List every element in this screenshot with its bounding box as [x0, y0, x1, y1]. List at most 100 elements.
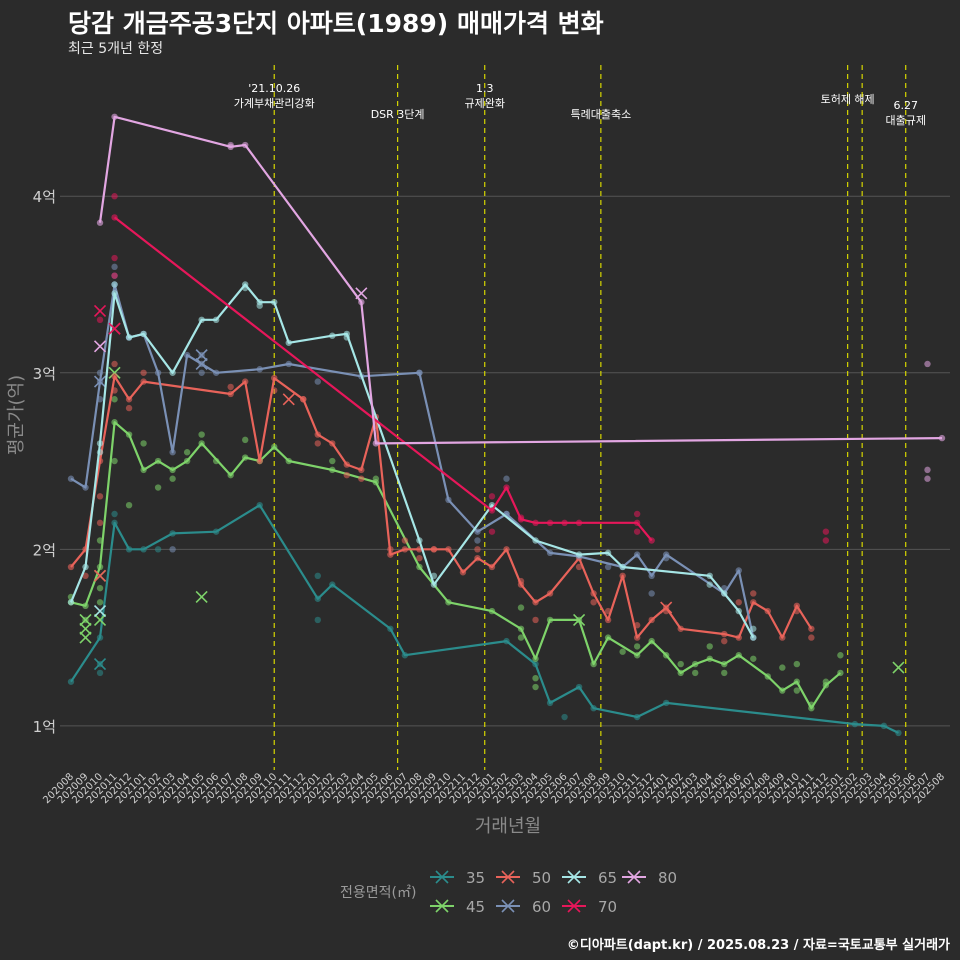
- cross-mark: [93, 605, 107, 618]
- data-point: [140, 440, 147, 447]
- legend-key-cross: [567, 899, 581, 913]
- data-point: [140, 369, 147, 376]
- legend-item-80: 80: [622, 869, 677, 887]
- data-point: [416, 554, 423, 562]
- series-line: [70, 421, 842, 710]
- event-label: 특례대출축소: [570, 108, 631, 121]
- data-point: [96, 669, 104, 677]
- cross-mark: [93, 340, 107, 353]
- data-point: [517, 604, 525, 611]
- data-point: [96, 316, 104, 324]
- chart-title: 당감 개금주공3단지 아파트(1989) 매매가격 변화: [68, 9, 604, 38]
- cross-mark: [108, 366, 121, 379]
- cross-mark: [195, 590, 208, 604]
- legend-label: 45: [466, 898, 485, 916]
- legend-item-70: 70: [562, 898, 617, 916]
- data-point: [111, 281, 118, 288]
- legend-key-cross: [567, 870, 581, 884]
- event-label: 규제완화: [464, 97, 504, 110]
- data-point: [633, 528, 641, 535]
- legend-key-cross: [435, 899, 449, 913]
- cross-mark: [195, 349, 208, 362]
- data-point: [96, 493, 104, 500]
- data-point: [227, 383, 234, 391]
- data-point: [125, 404, 133, 412]
- data-point: [96, 584, 104, 592]
- y-tick-label: 2억: [33, 541, 56, 559]
- cross-mark: [195, 357, 208, 371]
- data-point: [183, 449, 191, 456]
- data-point: [779, 664, 786, 671]
- legend-item-35: 35: [430, 869, 485, 887]
- legend-item-65: 65: [562, 869, 617, 887]
- event-label: DSR 3단계: [371, 108, 425, 121]
- data-point: [488, 493, 496, 500]
- cross-mark: [573, 613, 586, 627]
- data-point: [706, 643, 713, 650]
- grid-layer: [60, 195, 950, 727]
- series-line: [70, 504, 899, 734]
- data-point: [474, 537, 481, 544]
- data-point: [96, 599, 104, 606]
- data-point: [721, 669, 728, 677]
- data-point: [938, 434, 946, 442]
- data-point: [503, 475, 510, 482]
- legend-label: 50: [532, 869, 551, 887]
- data-point: [343, 471, 351, 479]
- data-point: [358, 475, 365, 482]
- legend-key-cross: [435, 870, 449, 884]
- data-point: [822, 528, 830, 535]
- legend-label: 35: [466, 869, 485, 887]
- cross-mark: [79, 631, 92, 644]
- data-point: [111, 396, 118, 403]
- data-point: [329, 457, 336, 465]
- cross-mark: [93, 658, 107, 671]
- cross-mark: [660, 601, 673, 614]
- cross-mark: [93, 569, 107, 582]
- event-label: '21.10.26: [248, 82, 300, 95]
- data-point: [96, 519, 104, 527]
- data-point: [154, 484, 162, 491]
- data-point: [721, 637, 728, 645]
- legend-key-cross: [501, 870, 515, 884]
- event-label: 1.3: [476, 82, 494, 95]
- cross-mark: [93, 304, 107, 318]
- data-point: [82, 572, 89, 580]
- cross-mark: [108, 322, 121, 335]
- data-point: [111, 457, 118, 465]
- data-point: [314, 616, 321, 624]
- legend-title: 전용면적(㎡): [340, 885, 416, 901]
- data-point: [735, 599, 742, 606]
- legend-label: 65: [598, 869, 617, 887]
- data-point: [474, 546, 481, 553]
- legend: 35 45 50 60 65 70 80: [430, 869, 677, 916]
- cross-mark: [79, 613, 92, 627]
- data-point: [169, 475, 176, 482]
- data-point: [314, 440, 321, 447]
- y-tick-label: 1억: [33, 718, 56, 736]
- data-point: [488, 528, 496, 535]
- data-point: [575, 563, 583, 571]
- x-axis-title: 거래년월: [475, 816, 541, 837]
- chart-caption: ©디아파트(dapt.kr) / 2025.08.23 / 자료=국토교통부 실…: [566, 938, 950, 953]
- cross-mark: [93, 375, 107, 388]
- series-65: [67, 281, 757, 641]
- series-line: [70, 375, 813, 639]
- y-axis-title: 평균가(억): [6, 375, 27, 455]
- series-50: [67, 322, 815, 645]
- series-80: [93, 113, 946, 482]
- series-line: [69, 283, 755, 639]
- legend-label: 60: [532, 898, 551, 916]
- series-60: [67, 263, 757, 641]
- legend-item-60: 60: [496, 898, 551, 916]
- data-point: [154, 546, 162, 553]
- y-tick-label: 3억: [33, 365, 56, 383]
- data-point: [924, 360, 931, 368]
- data-point: [590, 599, 597, 606]
- data-point: [750, 590, 757, 597]
- data-point: [793, 687, 801, 694]
- chart-subtitle: 최근 5개년 한정: [68, 41, 164, 57]
- data-point: [111, 272, 118, 279]
